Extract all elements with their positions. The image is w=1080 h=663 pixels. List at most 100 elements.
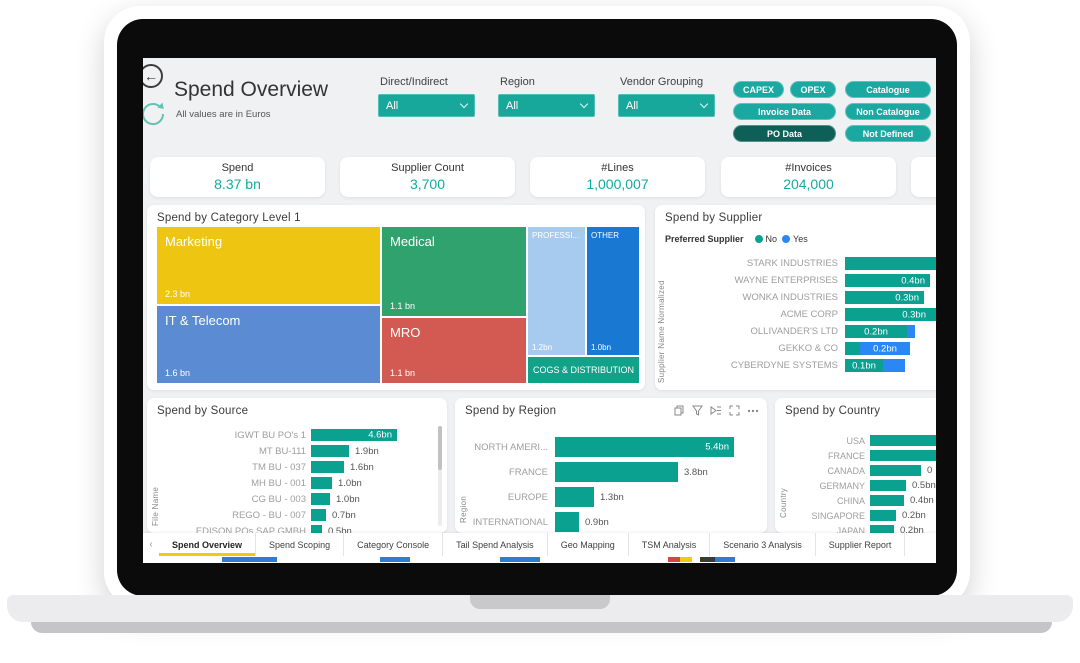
treemap-block-it-telecom[interactable]: IT & Telecom 1.6 bn [157,306,380,383]
tab-geo-mapping[interactable]: Geo Mapping [548,533,629,556]
bar-row[interactable]: STARK INDUSTRIES [663,257,936,270]
bar-value: 0.2bn [902,510,926,521]
expand-icon[interactable] [729,405,740,416]
kpi-label: #Lines [601,162,634,174]
taskbar-peek-segment [500,557,540,562]
bar-row[interactable]: NORTH AMERI... 5.4bn [455,437,761,457]
focus-mode-icon[interactable] [710,405,722,416]
legend-label-yes: Yes [793,234,808,244]
bar-label: USA [846,435,865,446]
tab-supplier-report[interactable]: Supplier Report [816,533,906,556]
bar-value: 0.5bn [328,525,352,534]
bar-row[interactable]: CANADA 0 [775,465,936,476]
bar-row[interactable]: IGWT BU PO's 1 4.6bn [147,429,433,441]
bar-row[interactable]: JAPAN 0.2bn [775,525,936,533]
bar-row[interactable]: MT BU-111 1.9bn [147,445,433,457]
panel-title: Spend by Supplier [665,212,763,224]
invoice-data-button[interactable]: Invoice Data [733,103,836,120]
bar-row[interactable]: CYBERDYNE SYSTEMS 0.1bn [663,359,936,372]
bar-label: GEKKO & CO [778,343,838,354]
page-title: Spend Overview [174,78,329,101]
po-data-button[interactable]: PO Data [733,125,836,142]
back-icon[interactable]: ← [143,64,163,88]
dropdown-direct-indirect[interactable]: All [378,94,475,117]
bar-row[interactable]: REGO - BU - 007 0.7bn [147,509,433,521]
bar-row[interactable]: ACME CORP 0.3bn [663,308,936,321]
report-page-tabs: ‹ Spend Overview Spend Scoping Category … [143,533,936,556]
bar-row[interactable]: FRANCE [775,450,936,461]
bar-value: 3.8bn [684,466,708,478]
opex-button[interactable]: OPEX [790,81,836,98]
treemap-value: 1.2bn [532,343,553,352]
laptop-lid-notch [470,595,610,609]
chevron-down-icon [699,99,709,109]
treemap-block-mro[interactable]: MRO 1.1 bn [382,318,526,383]
legend-dot-yes[interactable] [782,235,791,243]
tab-spend-overview[interactable]: Spend Overview [159,533,257,556]
copy-icon[interactable] [674,405,685,416]
kpi-card-lines: #Lines 1,000,007 [530,157,705,197]
bar-row[interactable]: EUROPE 1.3bn [455,487,761,507]
treemap-block-medical[interactable]: Medical 1.1 bn [382,227,526,316]
treemap-value: 2.3 bn [165,289,191,299]
treemap-label: OTHER [591,231,619,240]
panel-toolbar [674,405,759,416]
kpi-value: 204,000 [783,176,834,192]
treemap-block-cogs-distribution[interactable]: COGS & DISTRIBUTION [528,357,639,383]
bar-value: 1.0bn [338,477,362,489]
tabs-prev-arrow-icon[interactable]: ‹ [149,539,153,550]
bar-value: 1.6bn [350,461,374,473]
bar-row[interactable]: SINGAPORE 0.2bn [775,510,936,521]
bar-label: JAPAN [836,525,865,534]
tab-scenario-3-analysis[interactable]: Scenario 3 Analysis [710,533,816,556]
source-bars: IGWT BU PO's 1 4.6bn MT BU-111 1.9bn TM … [147,429,433,533]
taskbar-peek-segment [222,557,277,562]
bar-row[interactable]: WONKA INDUSTRIES 0.3bn [663,291,936,304]
taskbar-peek-segment [680,557,692,562]
non-catalogue-button[interactable]: Non Catalogue [845,103,931,120]
tab-spend-scoping[interactable]: Spend Scoping [256,533,345,556]
refresh-icon[interactable] [143,98,169,130]
kpi-card-supplier-count: Supplier Count 3,700 [340,157,515,197]
treemap-block-marketing[interactable]: Marketing 2.3 bn [157,227,380,304]
page-subtitle: All values are in Euros [176,109,271,120]
bar-value: 0.1bn [852,360,876,371]
scrollbar-thumb[interactable] [438,426,442,470]
dropdown-region[interactable]: All [498,94,595,117]
bar-row[interactable]: WAYNE ENTERPRISES 0.4bn [663,274,936,287]
bar-row[interactable]: FRANCE 3.8bn [455,462,761,482]
not-defined-button[interactable]: Not Defined [845,125,931,142]
tab-tsm-analysis[interactable]: TSM Analysis [629,533,711,556]
dropdown-value: All [386,99,399,112]
treemap-block-other[interactable]: OTHER 1.0bn [587,227,639,355]
treemap-label: IT & Telecom [165,313,241,328]
bar-row[interactable]: CG BU - 003 1.0bn [147,493,433,505]
bar-row[interactable]: MH BU - 001 1.0bn [147,477,433,489]
bar-row[interactable]: USA [775,435,936,446]
treemap-label: COGS & DISTRIBUTION [533,365,635,375]
bar-label: WONKA INDUSTRIES [742,292,838,303]
dropdown-vendor-grouping[interactable]: All [618,94,715,117]
treemap-block-professional[interactable]: PROFESSI... 1.2bn [528,227,585,355]
scrollbar[interactable] [438,426,442,526]
more-options-icon[interactable] [747,409,759,413]
filter-icon[interactable] [692,405,703,416]
catalogue-button[interactable]: Catalogue [845,81,931,98]
legend-dot-no[interactable] [754,235,763,243]
tab-tail-spend-analysis[interactable]: Tail Spend Analysis [443,533,548,556]
country-bars: USA FRANCE CANADA 0 GERMANY 0.5bn CHINA [775,435,936,533]
dropdown-value: All [626,99,639,112]
kpi-value: 3,700 [409,176,446,192]
bar-row[interactable]: GEKKO & CO 0.2bn [663,342,936,355]
bar-row[interactable]: TM BU - 037 1.6bn [147,461,433,473]
bar-value: 0.5bn [912,480,936,491]
bar-row[interactable]: CHINA 0.4bn [775,495,936,506]
bar-row[interactable]: EDISON POs SAP GMBH 0.5bn [147,525,433,533]
bar-row[interactable]: INTERNATIONAL 0.9bn [455,512,761,532]
bar-row[interactable]: GERMANY 0.5bn [775,480,936,491]
bar-row[interactable]: OLLIVANDER'S LTD 0.2bn [663,325,936,338]
tab-category-console[interactable]: Category Console [344,533,444,556]
capex-button[interactable]: CAPEX [733,81,784,98]
kpi-value: 8.37 bn [214,176,261,192]
